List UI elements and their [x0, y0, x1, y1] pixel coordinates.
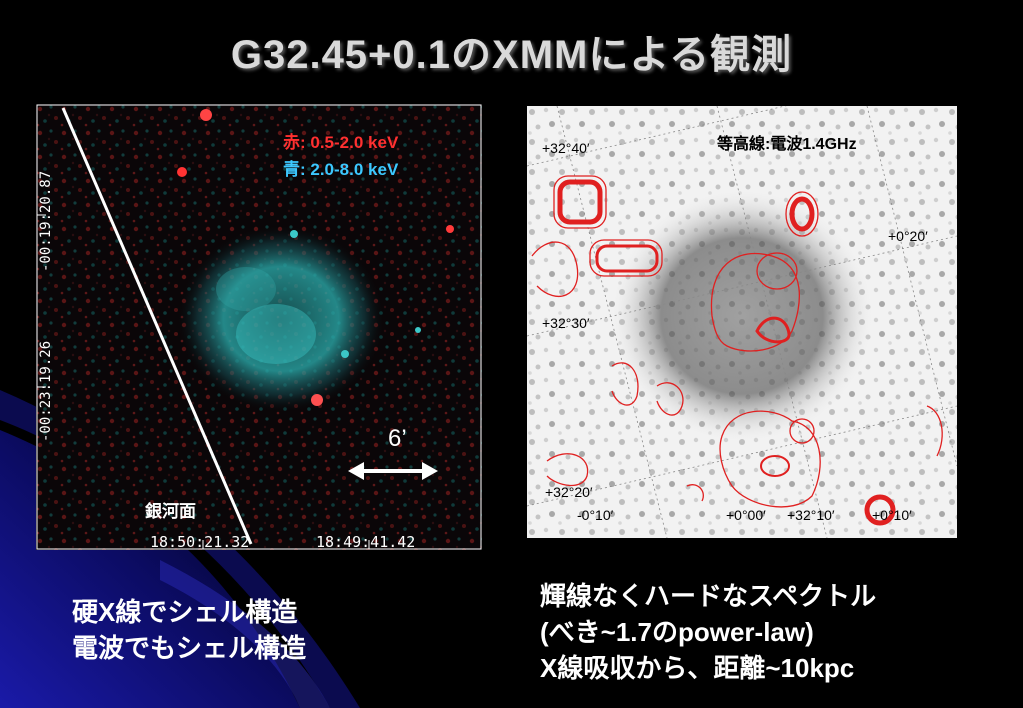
caption-left-line2: 電波でもシェル構造	[72, 633, 307, 663]
xray-image-graphic	[36, 104, 482, 550]
contour-label: 等高線:電波1.4GHz	[717, 136, 857, 153]
coord-lon-10: +32°10′	[787, 507, 835, 523]
coord-gb-20: +0°20′	[888, 228, 928, 244]
coord-gb-00: +0°00′	[726, 507, 766, 523]
caption-right: 輝線なくハードなスペクトル (べき~1.7のpower-law) X線吸収から、…	[540, 578, 876, 686]
radio-image	[527, 106, 957, 538]
ra-tick-2: 18:49:41.42	[316, 533, 416, 551]
legend-soft-band: 赤: 0.5-2.0 keV	[283, 133, 399, 152]
coord-lat-30: +32°30′	[542, 315, 590, 331]
caption-right-line3: X線吸収から、距離~10kpc	[540, 653, 855, 683]
dec-tick-1: -00:19:20.87	[38, 170, 54, 272]
coord-lat-20: +32°20′	[545, 484, 593, 500]
radio-image-graphic	[527, 106, 957, 538]
coord-lat-40: +32°40′	[542, 140, 590, 156]
legend-hard-band: 青: 2.0-8.0 keV	[283, 160, 399, 179]
galactic-plane-label: 銀河面	[145, 502, 196, 521]
coord-gb-m10: -0°10′	[577, 507, 614, 523]
scale-label: 6’	[388, 425, 407, 452]
dec-tick-2: -00:23:19.26	[38, 340, 54, 442]
slide-title: G32.45+0.1のXMMによる観測	[230, 33, 793, 77]
caption-right-line2: (べき~1.7のpower-law)	[540, 617, 814, 647]
caption-left-line1: 硬X線でシェル構造	[72, 597, 298, 627]
caption-right-line1: 輝線なくハードなスペクトル	[540, 581, 877, 611]
caption-left: 硬X線でシェル構造 電波でもシェル構造	[72, 594, 306, 666]
ra-tick-1: 18:50:21.32	[150, 533, 250, 551]
coord-gb-10: +0°10′	[872, 507, 912, 523]
xray-image	[36, 104, 482, 550]
